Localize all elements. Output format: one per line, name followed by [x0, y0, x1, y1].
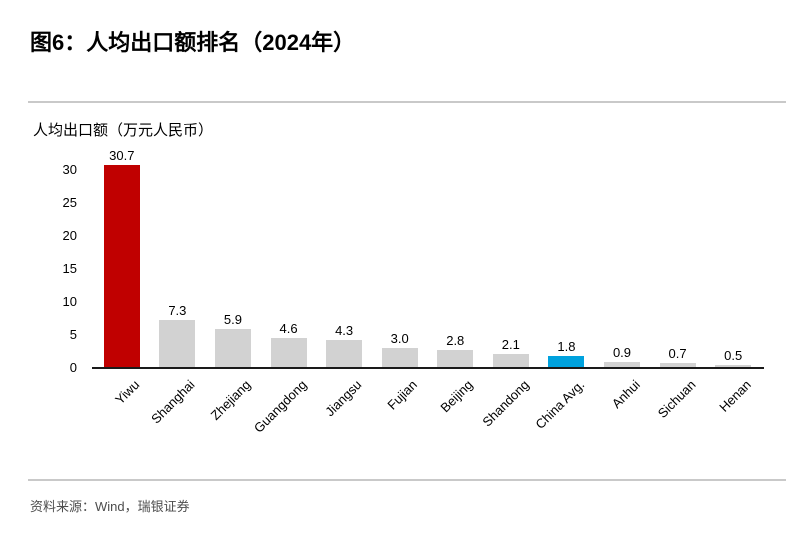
- x-axis-label: Shandong: [478, 377, 532, 430]
- page-title: 图6：人均出口额排名（2024年）: [30, 30, 356, 55]
- bar-value-label: 0.9: [612, 345, 632, 361]
- bar-value-label: 1.8: [557, 339, 576, 355]
- bar-slot: 2.8: [427, 140, 483, 368]
- y-axis-tick: 20: [62, 228, 77, 243]
- x-axis-label: Yiwu: [112, 377, 143, 408]
- x-axis-label: China Avg.: [532, 377, 588, 432]
- source-note: 资料来源：Wind，瑞银证券: [30, 499, 190, 514]
- bar-value-label: 2.8: [446, 332, 465, 348]
- bar-fujian: [381, 348, 418, 368]
- bar-sichuan: [659, 363, 696, 368]
- bar-slot: 5.9: [205, 140, 261, 368]
- chart-axis-title: 人均出口额（万元人民币）: [33, 122, 214, 139]
- bar-value-label: 0.5: [724, 347, 743, 363]
- bar-slot: 30.7: [94, 140, 150, 368]
- bar-value-label: 3.0: [390, 331, 409, 347]
- y-axis-tick: 0: [69, 360, 77, 375]
- y-axis-tick: 10: [62, 294, 77, 309]
- bar-value-label: 4.3: [335, 322, 354, 338]
- x-axis-label: Anhui: [608, 377, 643, 412]
- bar-slot: 7.3: [150, 140, 206, 368]
- bar-slot: 0.5: [705, 140, 761, 368]
- bar-henan: [715, 364, 752, 368]
- x-axis-line: [92, 367, 764, 369]
- x-axis-label: Henan: [716, 377, 754, 415]
- y-axis-tick: 25: [62, 195, 77, 210]
- bar-beijing: [437, 349, 474, 368]
- bar-slot: 2.1: [483, 140, 539, 368]
- bar-china-avg-: [548, 356, 585, 368]
- bar-slot: 0.9: [594, 140, 650, 368]
- x-axis-label: Guangdong: [250, 377, 310, 436]
- bottom-separator-line: [28, 479, 786, 481]
- x-axis-label: Jiangsu: [322, 377, 365, 420]
- bar-shanghai: [159, 319, 196, 368]
- x-axis-label: Sichuan: [654, 377, 699, 421]
- bar-guangdong: [270, 337, 307, 368]
- bar-slot: 4.6: [261, 140, 317, 368]
- y-axis-tick: 30: [62, 162, 77, 177]
- bar-slot: 4.3: [316, 140, 372, 368]
- bar-yiwu: [103, 165, 140, 368]
- bar-zhejiang: [214, 329, 251, 368]
- bar-jiangsu: [326, 339, 363, 368]
- bar-anhui: [603, 362, 640, 368]
- bar-value-label: 2.1: [501, 337, 520, 353]
- x-axis-label: Shanghai: [148, 377, 198, 427]
- y-axis-tick: 15: [62, 261, 77, 276]
- bar-value-label: 30.7: [109, 148, 135, 164]
- x-axis-label: Fujian: [384, 377, 421, 413]
- bar-slot: 0.7: [650, 140, 706, 368]
- bar-value-label: 5.9: [223, 312, 242, 328]
- bar-shandong: [492, 354, 529, 368]
- y-axis-tick: 5: [69, 327, 77, 342]
- bar-value-label: 7.3: [168, 302, 187, 318]
- bar-value-label: 0.7: [668, 346, 687, 362]
- bar-value-label: 4.6: [279, 320, 298, 336]
- x-axis-label: Beijing: [437, 377, 476, 416]
- bar-chart-plot-area: 30.7 7.3 5.9 4.6 4.3 3.0 2.8 2.1 1.8 0.9 0.7 0.5: [94, 140, 761, 368]
- top-separator-line: [28, 101, 786, 103]
- bar-slot: 1.8: [539, 140, 595, 368]
- bar-slot: 3.0: [372, 140, 428, 368]
- x-axis-label: Zhejiang: [207, 377, 254, 423]
